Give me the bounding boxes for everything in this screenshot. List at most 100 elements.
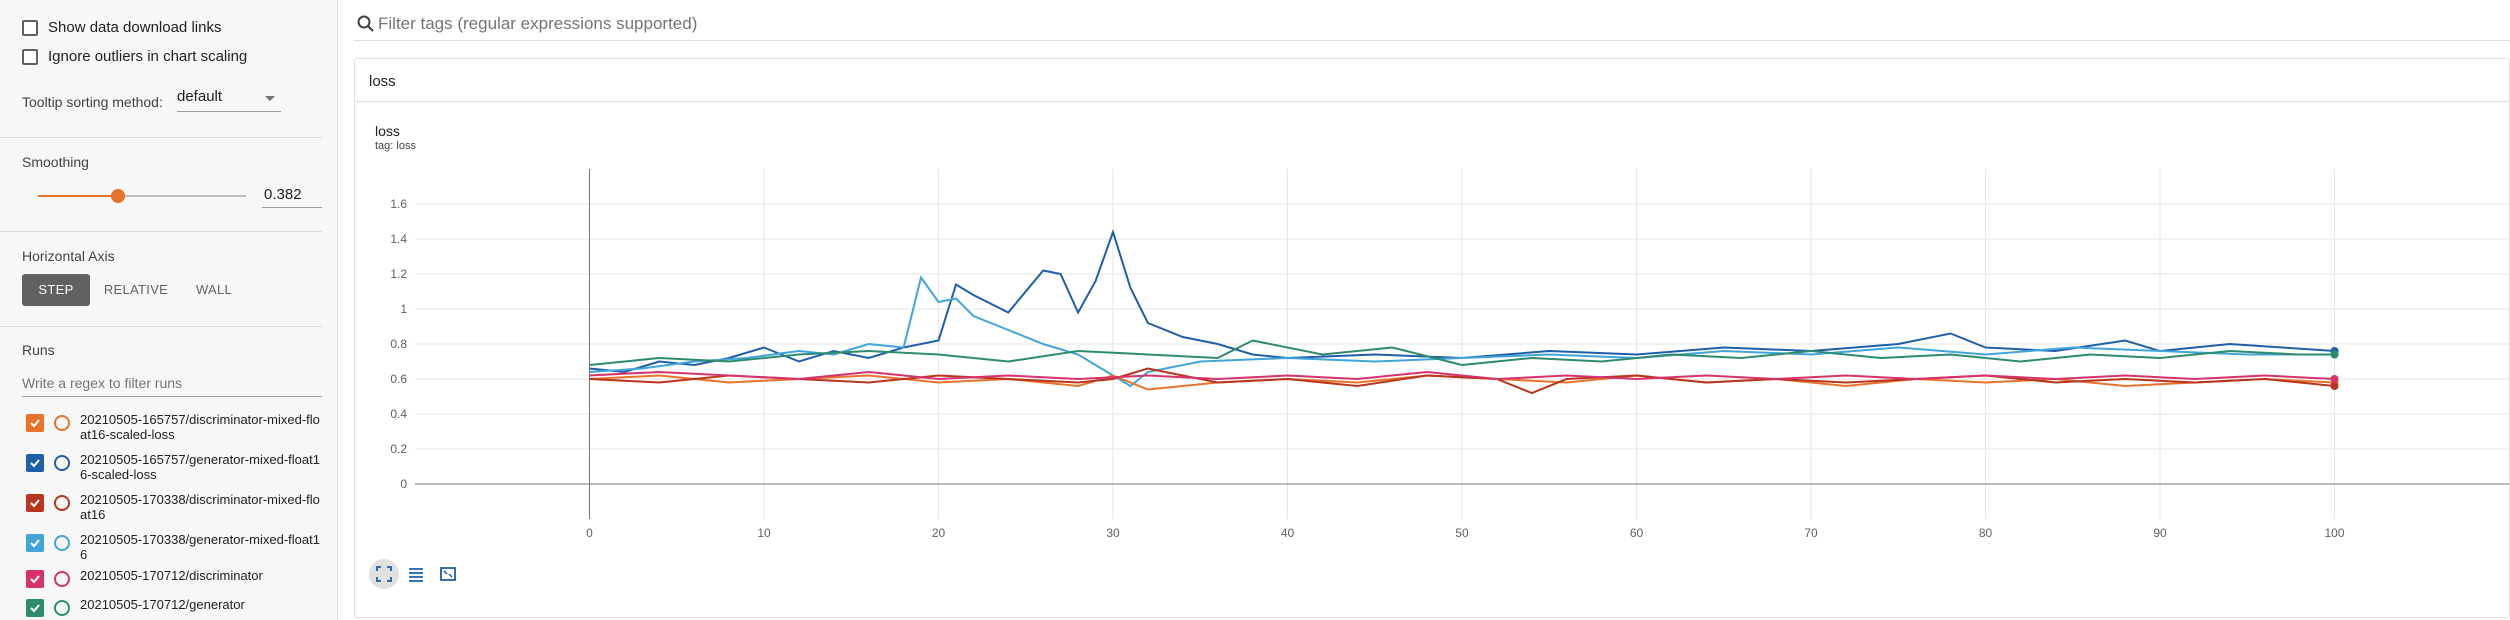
show-download-links-option[interactable]: Show data download links <box>22 19 221 36</box>
run-label-line: 6 <box>80 547 88 562</box>
tag-filter-bar[interactable]: Filter tags (regular expressions support… <box>354 8 2510 41</box>
card-header[interactable]: loss <box>355 59 2509 102</box>
chart-title: loss <box>375 123 400 139</box>
ignore-outliers-label: Ignore outliers in chart scaling <box>48 48 248 65</box>
checkmark-icon <box>30 575 40 584</box>
run-color-circle[interactable] <box>54 600 70 616</box>
run-label-line: 20210505-165757/discriminator-mixed-flo <box>80 412 320 427</box>
run-label-line: at16 <box>80 507 106 522</box>
run-label-line: 20210505-170338/generator-mixed-float1 <box>80 532 320 547</box>
smoothing-slider-track[interactable] <box>38 195 246 197</box>
y-tick-label: 1.2 <box>390 267 407 281</box>
sidebar: Show data download links Ignore outliers… <box>0 0 338 620</box>
tooltip-sorting-value: default <box>177 88 223 105</box>
runs-filter-input[interactable]: Write a regex to filter runs <box>22 372 322 397</box>
run-item[interactable]: 20210505-170712/discriminator <box>26 568 330 588</box>
run-checkbox[interactable] <box>26 494 44 512</box>
y-tick-label: 0.4 <box>390 407 407 421</box>
loss-chart[interactable]: 0 10 20 30 40 50 60 70 80 90 100 0 0.2 0.4 0.6 0.8 1 1.2 1… <box>355 149 2509 549</box>
ignore-outliers-checkbox[interactable] <box>22 48 38 65</box>
axis-relative-button[interactable]: RELATIVE <box>103 282 169 297</box>
x-tick-label: 100 <box>2324 526 2344 540</box>
y-tick-label: 0.2 <box>390 442 407 456</box>
show-download-checkbox[interactable] <box>22 19 38 36</box>
series-line <box>589 339 2335 367</box>
run-label-line: 20210505-170712/generator <box>80 597 245 612</box>
run-color-circle[interactable] <box>54 535 70 551</box>
run-color-circle[interactable] <box>54 455 70 471</box>
ignore-outliers-option[interactable]: Ignore outliers in chart scaling <box>22 48 247 65</box>
search-icon <box>357 15 374 32</box>
x-tick-label: 10 <box>757 526 771 540</box>
series-line <box>589 367 2335 395</box>
run-label: 20210505-170338/generator-mixed-float1 6 <box>80 532 330 562</box>
run-checkbox[interactable] <box>26 534 44 552</box>
card-title: loss <box>369 73 396 90</box>
y-tick-label: 0.6 <box>390 372 407 386</box>
checkmark-icon <box>30 419 40 428</box>
run-color-circle[interactable] <box>54 415 70 431</box>
x-tick-label: 40 <box>1281 526 1295 540</box>
fit-domain-icon <box>376 566 392 582</box>
run-color-circle[interactable] <box>54 495 70 511</box>
y-tick-label: 1 <box>400 302 407 316</box>
checkmark-icon <box>30 499 40 508</box>
runs-label: Runs <box>22 342 55 358</box>
series-end-point <box>2330 375 2339 383</box>
run-label-line: 6-scaled-loss <box>80 467 157 482</box>
chart-tag: tag: loss <box>375 140 416 152</box>
checkmark-icon <box>30 459 40 468</box>
x-tick-label: 60 <box>1630 526 1644 540</box>
tooltip-sorting-label: Tooltip sorting method: <box>22 94 163 110</box>
run-label-line: 20210505-170712/discriminator <box>80 568 263 583</box>
fit-domain-button[interactable] <box>369 559 399 589</box>
toggle-log-button[interactable] <box>401 559 431 589</box>
toggle-log-icon <box>409 568 423 582</box>
axis-step-button[interactable]: STEP <box>22 274 90 306</box>
run-label: 20210505-170338/discriminator-mixed-flo a… <box>80 492 330 522</box>
x-tick-label: 80 <box>1979 526 1993 540</box>
series-line <box>589 370 2335 381</box>
horizontal-axis-label: Horizontal Axis <box>22 248 115 264</box>
run-label: 20210505-165757/generator-mixed-float1 6-… <box>80 452 330 482</box>
run-label: 20210505-170712/discriminator <box>80 568 330 583</box>
tag-filter-input[interactable]: Filter tags (regular expressions support… <box>378 14 698 33</box>
y-tick-label: 0 <box>400 477 407 491</box>
checkmark-icon <box>30 539 40 548</box>
run-label: 20210505-170712/generator <box>80 597 330 612</box>
y-tick-label: 0.8 <box>390 337 407 351</box>
x-tick-label: 50 <box>1455 526 1469 540</box>
smoothing-input[interactable]: 0.382 <box>262 184 322 208</box>
expand-chart-button[interactable] <box>433 559 463 589</box>
divider <box>0 231 322 232</box>
run-checkbox[interactable] <box>26 414 44 432</box>
x-tick-label: 20 <box>932 526 946 540</box>
run-item[interactable]: 20210505-165757/generator-mixed-float1 6-… <box>26 452 330 482</box>
divider <box>0 326 322 327</box>
run-item[interactable]: 20210505-170712/generator <box>26 597 330 617</box>
show-download-label: Show data download links <box>48 19 222 36</box>
run-color-circle[interactable] <box>54 571 70 587</box>
run-checkbox[interactable] <box>26 454 44 472</box>
x-tick-label: 30 <box>1106 526 1120 540</box>
run-label: 20210505-165757/discriminator-mixed-flo a… <box>80 412 330 442</box>
smoothing-slider-fill <box>38 195 118 197</box>
run-checkbox[interactable] <box>26 570 44 588</box>
run-item[interactable]: 20210505-170338/discriminator-mixed-flo a… <box>26 492 330 522</box>
tooltip-sorting-select[interactable]: default <box>177 88 281 112</box>
checkmark-icon <box>30 604 40 613</box>
axis-wall-button[interactable]: WALL <box>195 282 233 297</box>
run-item[interactable]: 20210505-170338/generator-mixed-float1 6 <box>26 532 330 562</box>
x-tick-label: 70 <box>1804 526 1818 540</box>
run-label-line: 20210505-165757/generator-mixed-float1 <box>80 452 320 467</box>
series-end-point <box>2330 382 2339 390</box>
expand-icon <box>440 567 456 581</box>
smoothing-slider-thumb[interactable] <box>111 189 125 203</box>
series-end-point <box>2330 350 2339 359</box>
run-label-line: 20210505-170338/discriminator-mixed-flo <box>80 492 320 507</box>
x-tick-label: 0 <box>586 526 593 540</box>
y-tick-label: 1.4 <box>390 232 407 246</box>
run-item[interactable]: 20210505-165757/discriminator-mixed-flo a… <box>26 412 330 442</box>
run-label-line: at16-scaled-loss <box>80 427 175 442</box>
run-checkbox[interactable] <box>26 599 44 617</box>
